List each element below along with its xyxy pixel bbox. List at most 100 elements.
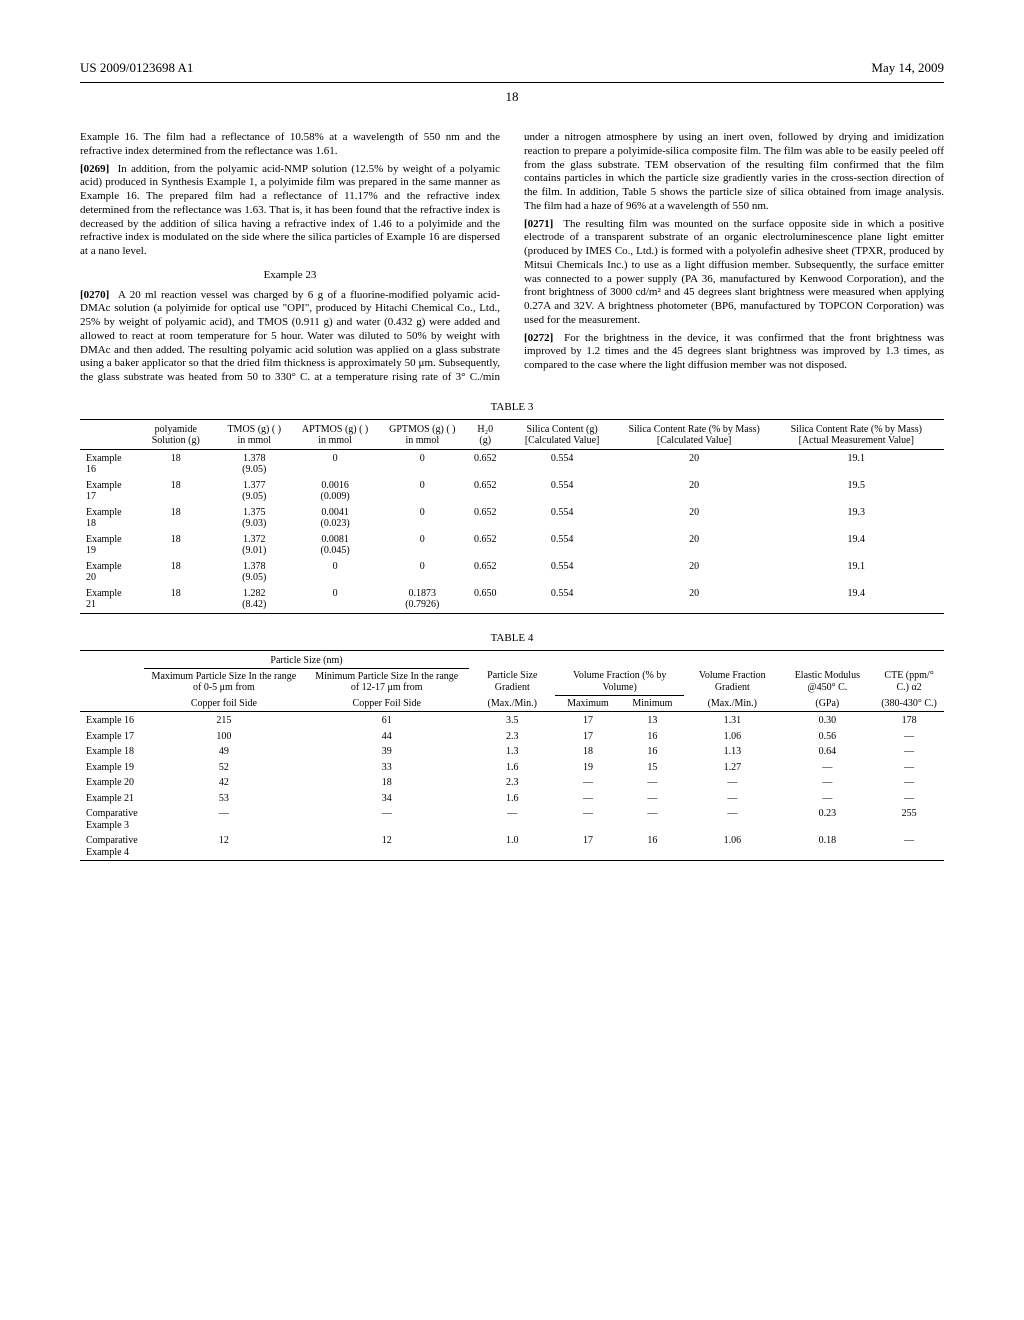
cell: 0.652 bbox=[466, 532, 505, 559]
row-label: ComparativeExample 4 bbox=[80, 833, 144, 861]
row-label: Example 16 bbox=[80, 713, 144, 729]
cell: — bbox=[621, 775, 684, 791]
para-number: [0271] bbox=[524, 218, 553, 230]
cell: 1.06 bbox=[684, 833, 780, 861]
cell: 1.6 bbox=[469, 791, 555, 807]
cell: 34 bbox=[304, 791, 469, 807]
cell: — bbox=[555, 775, 620, 791]
cell: 0.650 bbox=[466, 586, 505, 614]
cell: 0 bbox=[291, 586, 378, 614]
cell: 13 bbox=[621, 713, 684, 729]
cell: 0 bbox=[291, 559, 378, 586]
table-row: Example 17100442.317161.060.56— bbox=[80, 729, 944, 745]
table4-col5b: (Max./Min.) bbox=[684, 696, 780, 712]
cell: — bbox=[555, 791, 620, 807]
cell: 16 bbox=[621, 833, 684, 861]
cell: — bbox=[781, 760, 875, 776]
table-row: Example 20181.378(9.05)000.6520.5542019.… bbox=[80, 559, 944, 586]
cell: 0 bbox=[379, 505, 466, 532]
table4-col2b: Copper Foil Side bbox=[304, 696, 469, 712]
cell: 52 bbox=[144, 760, 304, 776]
cell: — bbox=[781, 791, 875, 807]
cell: 1.0 bbox=[469, 833, 555, 861]
cell: 1.27 bbox=[684, 760, 780, 776]
cell: 20 bbox=[620, 451, 769, 478]
cell: 20 bbox=[620, 586, 769, 614]
cell: 1.3 bbox=[469, 744, 555, 760]
cell: 0.30 bbox=[781, 713, 875, 729]
cell: 0.18 bbox=[781, 833, 875, 861]
cell: 1.282(8.42) bbox=[217, 586, 291, 614]
cell: 0.1873(0.7926) bbox=[379, 586, 466, 614]
cell: 17 bbox=[555, 729, 620, 745]
cell: — bbox=[621, 791, 684, 807]
row-label: Example 18 bbox=[80, 744, 144, 760]
table4-col3a: Particle Size Gradient bbox=[469, 668, 555, 696]
cell: 42 bbox=[144, 775, 304, 791]
paragraph-text: The resulting film was mounted on the su… bbox=[524, 218, 944, 326]
cell: 12 bbox=[144, 833, 304, 861]
cell: 19 bbox=[555, 760, 620, 776]
paragraph-text: For the brightness in the device, it was… bbox=[524, 332, 944, 372]
cell: 49 bbox=[144, 744, 304, 760]
table4-col2a: Minimum Particle Size In the range of 12… bbox=[304, 668, 469, 696]
cell: 0 bbox=[379, 559, 466, 586]
cell: — bbox=[621, 806, 684, 833]
row-label: Example 18 bbox=[80, 505, 135, 532]
row-label: Example 17 bbox=[80, 478, 135, 505]
cell: 16 bbox=[621, 744, 684, 760]
cell: 44 bbox=[304, 729, 469, 745]
cell: 18 bbox=[135, 586, 218, 614]
cell: — bbox=[144, 806, 304, 833]
cell: 0 bbox=[379, 451, 466, 478]
cell: 20 bbox=[620, 505, 769, 532]
table4-col1a: Maximum Particle Size In the range of 0-… bbox=[144, 668, 304, 696]
table4-col4a: Volume Fraction (% by Volume) bbox=[555, 668, 684, 696]
table3-col1: polyamide Solution (g) bbox=[135, 422, 218, 450]
cell: — bbox=[555, 806, 620, 833]
cell: 0.0081(0.045) bbox=[291, 532, 378, 559]
cell: 100 bbox=[144, 729, 304, 745]
cell: 0.554 bbox=[505, 478, 620, 505]
cell: 19.1 bbox=[769, 451, 944, 478]
cell: 0.23 bbox=[781, 806, 875, 833]
table3-col6: Silica Content (g) [Calculated Value] bbox=[505, 422, 620, 450]
cell: 0.56 bbox=[781, 729, 875, 745]
cell: 19.1 bbox=[769, 559, 944, 586]
cell: 15 bbox=[621, 760, 684, 776]
cell: 1.372(9.01) bbox=[217, 532, 291, 559]
cell: 0.554 bbox=[505, 451, 620, 478]
paragraph: [0271] The resulting film was mounted on… bbox=[524, 218, 944, 328]
para-number: [0269] bbox=[80, 163, 109, 175]
cell: 255 bbox=[874, 806, 944, 833]
table4-col1b: Copper foil Side bbox=[144, 696, 304, 712]
table-row: Example 21181.282(8.42)00.1873(0.7926)0.… bbox=[80, 586, 944, 614]
table3-col2: TMOS (g) ( ) in mmol bbox=[217, 422, 291, 450]
cell: 19.3 bbox=[769, 505, 944, 532]
table3-col8: Silica Content Rate (% by Mass) [Actual … bbox=[769, 422, 944, 450]
paragraph-text: In addition, from the polyamic acid-NMP … bbox=[80, 163, 500, 258]
cell: 0 bbox=[379, 478, 466, 505]
cell: 0.0016(0.009) bbox=[291, 478, 378, 505]
cell: 1.378(9.05) bbox=[217, 451, 291, 478]
table3-caption: TABLE 3 bbox=[80, 401, 944, 413]
table-row: ComparativeExample 3——————0.23255 bbox=[80, 806, 944, 833]
cell: 19.5 bbox=[769, 478, 944, 505]
cell: 39 bbox=[304, 744, 469, 760]
publication-date: May 14, 2009 bbox=[871, 60, 944, 76]
cell: — bbox=[684, 791, 780, 807]
row-label: Example 16 bbox=[80, 451, 135, 478]
cell: 178 bbox=[874, 713, 944, 729]
cell: 1.375(9.03) bbox=[217, 505, 291, 532]
row-label: ComparativeExample 3 bbox=[80, 806, 144, 833]
table3: polyamide Solution (g) TMOS (g) ( ) in m… bbox=[80, 419, 944, 616]
cell: — bbox=[874, 729, 944, 745]
row-label: Example 20 bbox=[80, 775, 144, 791]
cell: 0.652 bbox=[466, 478, 505, 505]
table4-col6a: Elastic Modulus @450° C. bbox=[781, 668, 875, 696]
cell: 18 bbox=[555, 744, 620, 760]
cell: 2.3 bbox=[469, 729, 555, 745]
row-label: Example 20 bbox=[80, 559, 135, 586]
paragraph: [0272] For the brightness in the device,… bbox=[524, 332, 944, 373]
cell: 18 bbox=[135, 532, 218, 559]
